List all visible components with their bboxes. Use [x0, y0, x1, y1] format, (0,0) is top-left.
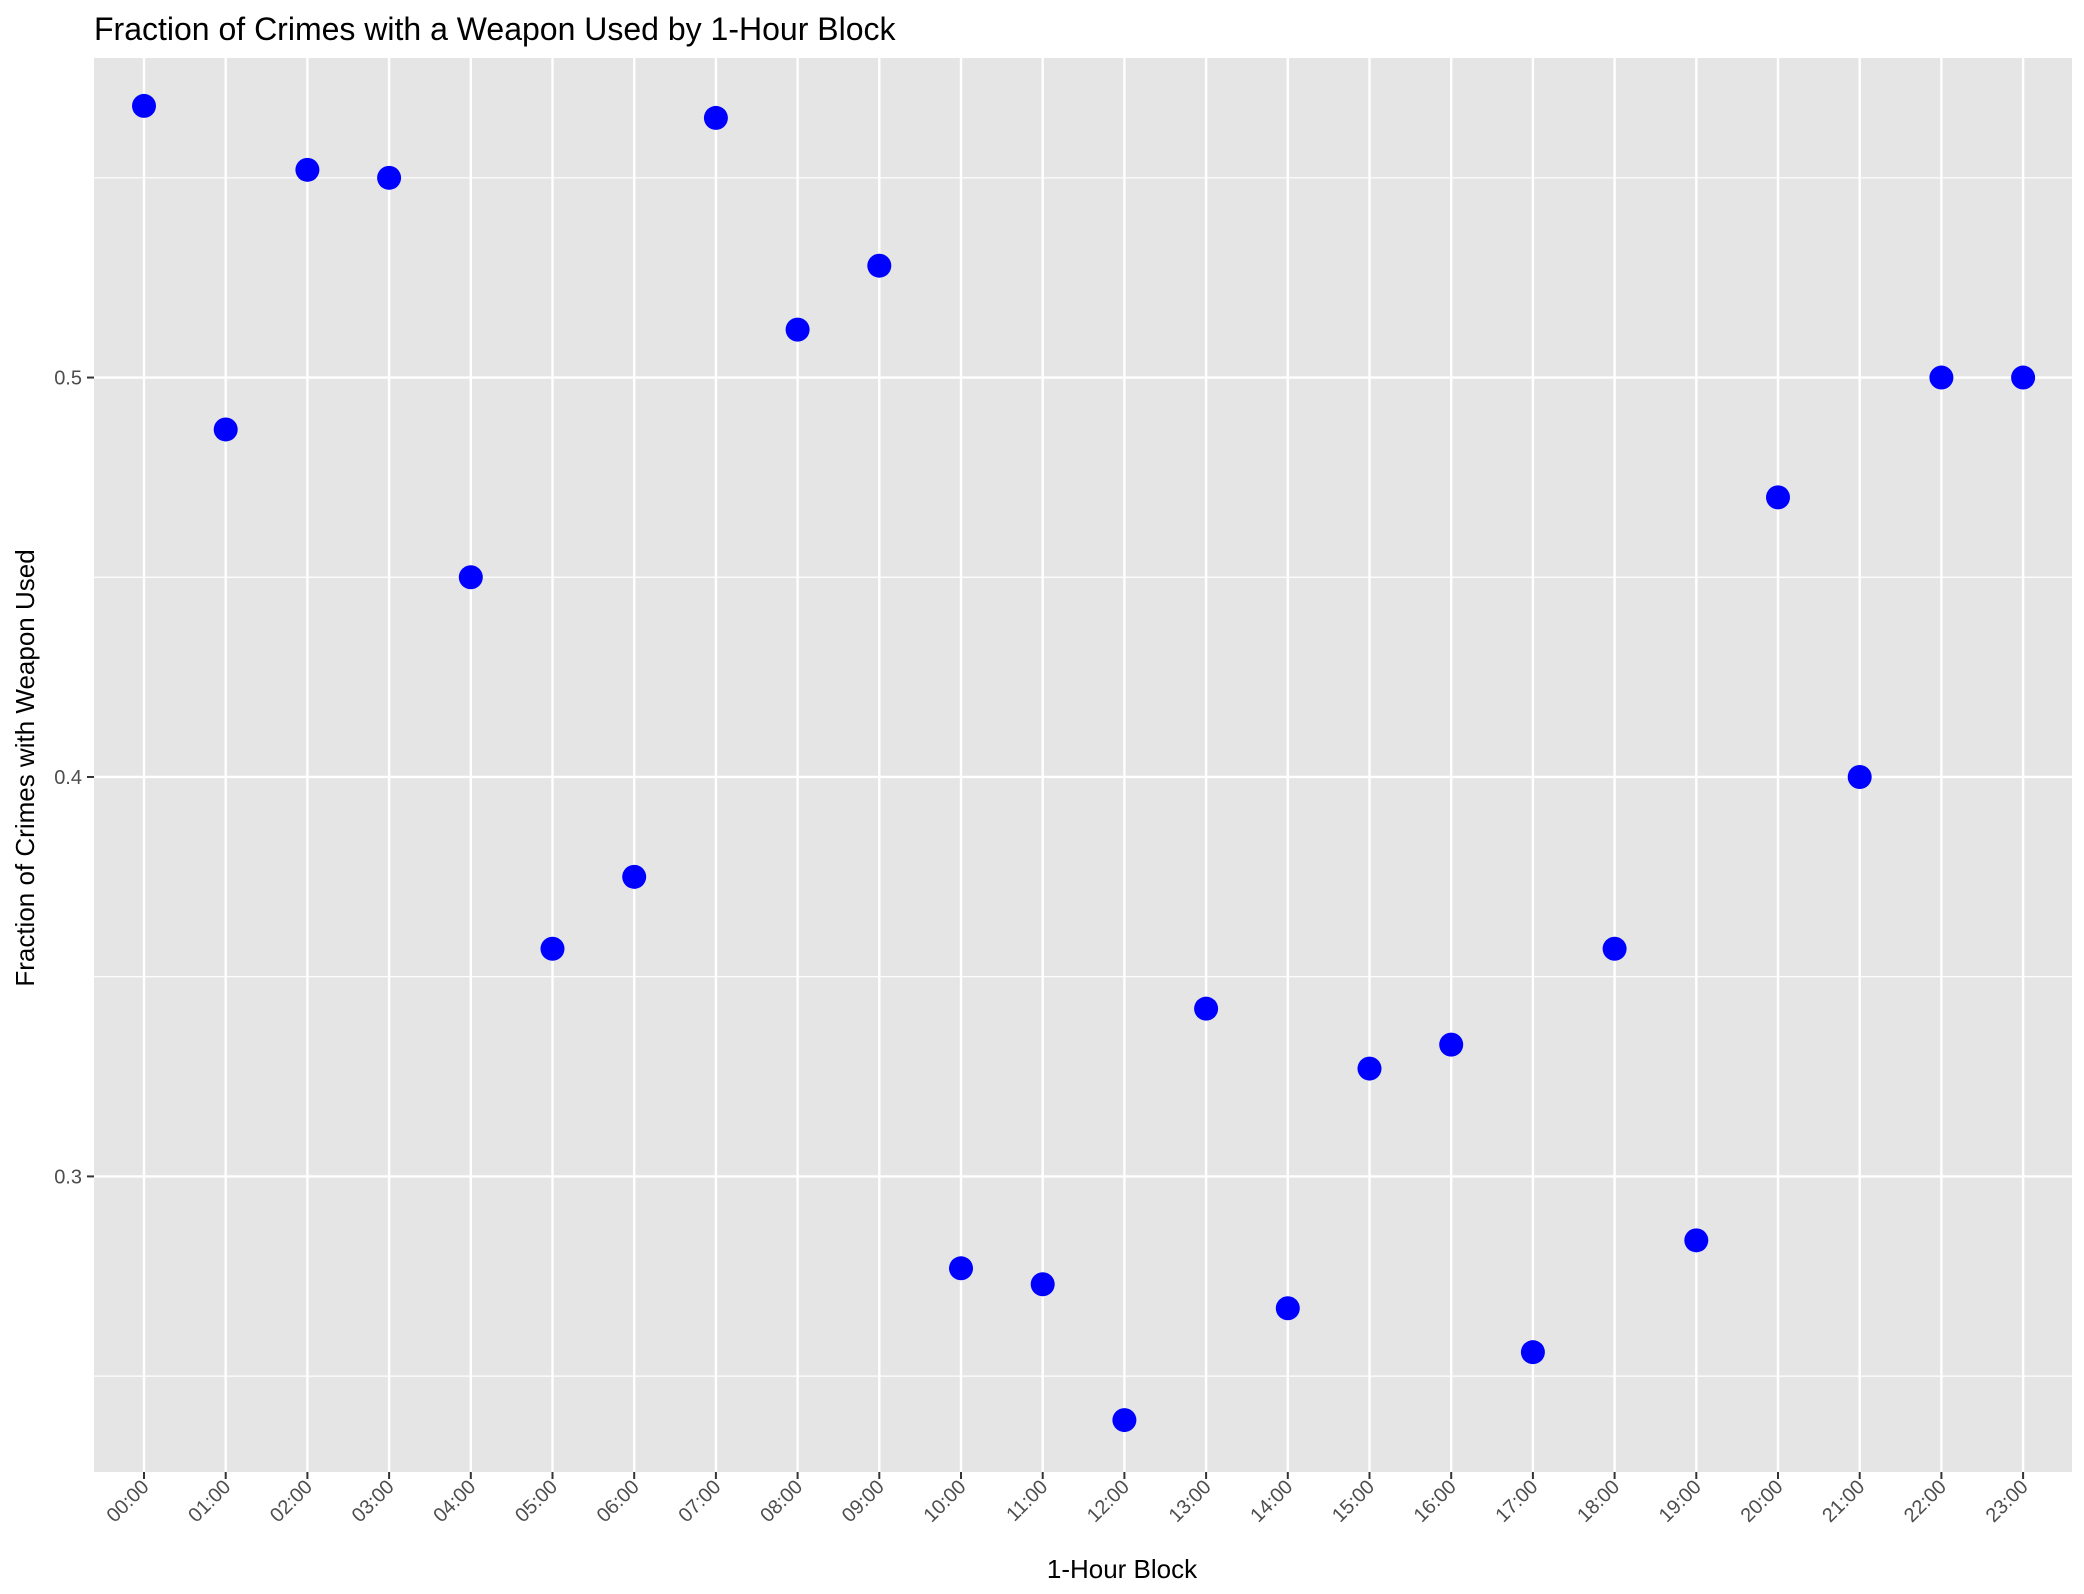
data-point — [867, 253, 892, 278]
data-point — [1030, 1272, 1055, 1297]
data-point — [703, 105, 728, 130]
x-tick-label: 15:00 — [1328, 1476, 1379, 1527]
x-tick-label: 22:00 — [1900, 1476, 1951, 1527]
data-point — [1194, 996, 1219, 1021]
data-point — [1439, 1032, 1464, 1057]
x-tick-label: 14:00 — [1246, 1476, 1297, 1527]
data-point — [1602, 936, 1627, 961]
x-tick-label: 04:00 — [429, 1476, 480, 1527]
x-tick-label: 21:00 — [1818, 1476, 1869, 1527]
x-tick-label: 23:00 — [1982, 1476, 2033, 1527]
x-tick-label: 01:00 — [184, 1476, 235, 1527]
x-tick-label: 17:00 — [1491, 1476, 1542, 1527]
x-tick-label: 06:00 — [593, 1476, 644, 1527]
x-tick-label: 09:00 — [838, 1476, 889, 1527]
x-tick-label: 08:00 — [756, 1476, 807, 1527]
data-point — [377, 165, 402, 190]
data-point — [540, 936, 565, 961]
data-point — [1684, 1228, 1709, 1253]
x-tick-label: 19:00 — [1655, 1476, 1706, 1527]
data-point — [2011, 365, 2036, 390]
data-point — [949, 1256, 973, 1281]
x-tick-label: 18:00 — [1573, 1476, 1624, 1527]
y-axis-title: Fraction of Crimes with Weapon Used — [10, 549, 40, 986]
data-point — [1275, 1296, 1300, 1321]
y-tick-label: 0.4 — [54, 767, 82, 789]
x-tick-label: 11:00 — [1002, 1476, 1052, 1526]
data-point — [1520, 1340, 1545, 1365]
data-point — [1847, 764, 1872, 789]
data-point — [132, 93, 156, 118]
data-point — [622, 864, 647, 889]
y-axis-ticks: 0.3 0.4 0.5 — [54, 368, 94, 1188]
data-point — [213, 417, 238, 442]
data-point — [785, 317, 810, 342]
grid-lines — [94, 58, 2072, 1472]
x-tick-label: 07:00 — [674, 1476, 725, 1527]
x-tick-label: 10:00 — [920, 1476, 971, 1527]
y-tick-label: 0.3 — [54, 1166, 82, 1188]
data-point — [1929, 365, 1954, 390]
x-tick-label: 20:00 — [1737, 1476, 1788, 1527]
chart-title: Fraction of Crimes with a Weapon Used by… — [94, 11, 897, 47]
data-point — [295, 157, 320, 182]
x-tick-label: 12:00 — [1083, 1476, 1134, 1527]
plot-panel — [94, 58, 2072, 1472]
x-tick-label: 05:00 — [511, 1476, 562, 1527]
x-tick-label: 02:00 — [266, 1476, 317, 1527]
data-point — [1766, 485, 1790, 510]
x-tick-label: 13:00 — [1165, 1476, 1216, 1527]
x-tick-label: 03:00 — [348, 1476, 399, 1527]
data-point — [458, 565, 483, 590]
x-axis-title: 1-Hour Block — [1047, 1554, 1198, 1584]
x-tick-label: 00:00 — [103, 1476, 154, 1527]
x-tick-label: 16:00 — [1410, 1476, 1461, 1527]
data-points — [132, 93, 2036, 1433]
data-point — [1112, 1408, 1137, 1433]
x-axis-ticks: 00:00 01:00 02:00 03:00 04:00 05:00 06:00 07:00… — [103, 1472, 2033, 1527]
y-tick-label: 0.5 — [54, 368, 82, 390]
data-point — [1357, 1056, 1382, 1081]
